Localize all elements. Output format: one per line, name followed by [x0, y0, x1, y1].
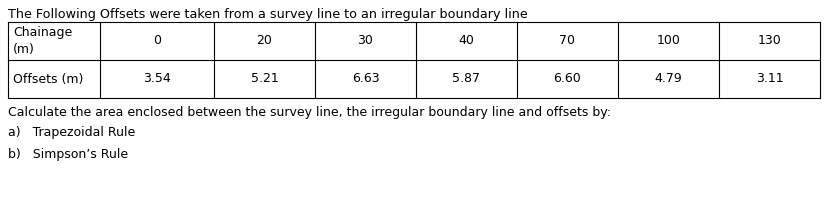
- Text: Calculate the area enclosed between the survey line, the irregular boundary line: Calculate the area enclosed between the …: [8, 106, 610, 119]
- Text: 6.63: 6.63: [351, 73, 379, 85]
- Text: a)   Trapezoidal Rule: a) Trapezoidal Rule: [8, 126, 135, 139]
- Text: Chainage
(m): Chainage (m): [13, 26, 72, 56]
- Text: Offsets (m): Offsets (m): [13, 73, 84, 85]
- Text: 0: 0: [153, 35, 161, 47]
- Text: 130: 130: [757, 35, 781, 47]
- Text: 6.60: 6.60: [553, 73, 580, 85]
- Text: 40: 40: [458, 35, 474, 47]
- Text: The Following Offsets were taken from a survey line to an irregular boundary lin: The Following Offsets were taken from a …: [8, 8, 527, 21]
- Text: 4.79: 4.79: [654, 73, 681, 85]
- Text: 100: 100: [656, 35, 680, 47]
- Text: b)   Simpson’s Rule: b) Simpson’s Rule: [8, 148, 128, 161]
- Text: 3.54: 3.54: [143, 73, 171, 85]
- Text: 20: 20: [256, 35, 272, 47]
- Text: 5.87: 5.87: [452, 73, 480, 85]
- Text: 5.21: 5.21: [250, 73, 278, 85]
- Text: 30: 30: [357, 35, 373, 47]
- Text: 70: 70: [559, 35, 575, 47]
- Text: 3.11: 3.11: [755, 73, 782, 85]
